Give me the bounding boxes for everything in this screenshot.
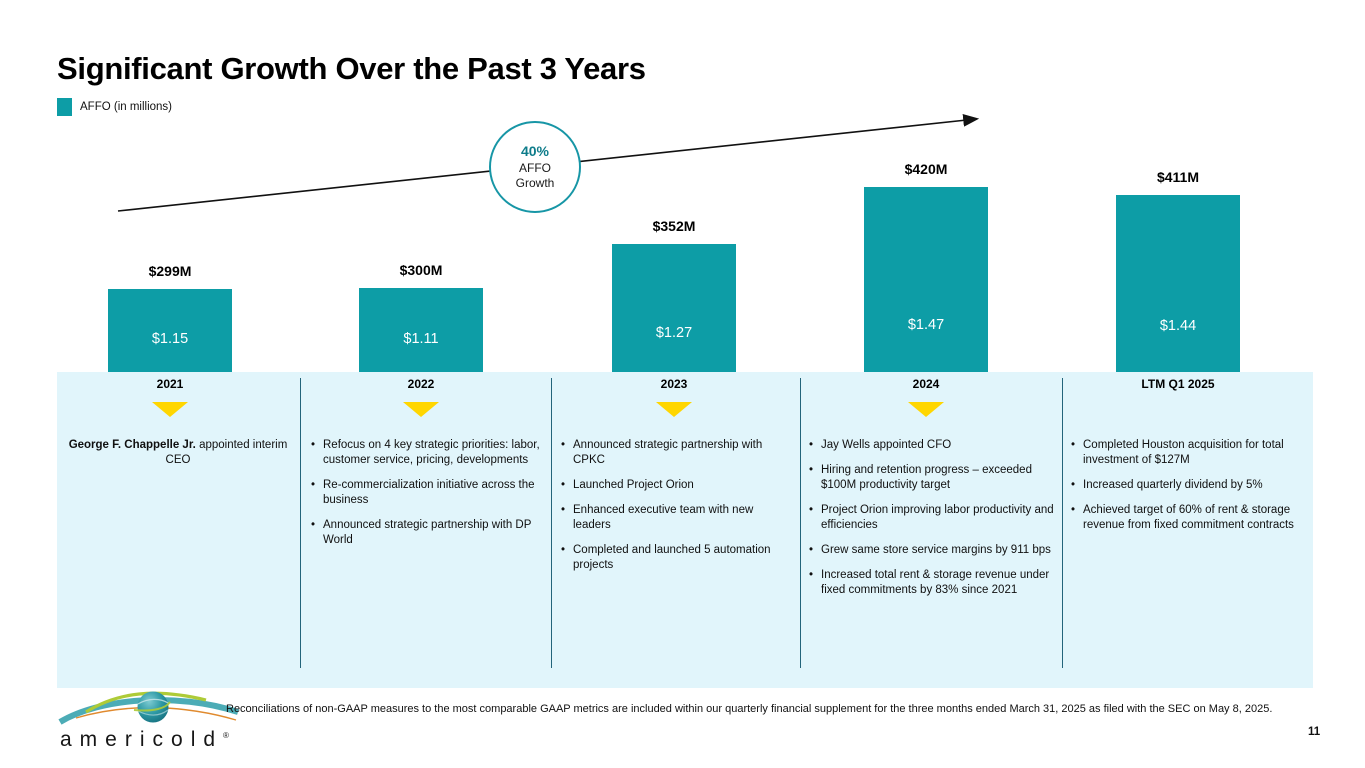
growth-badge: 40% AFFO Growth [489, 121, 581, 213]
growth-badge-line1: AFFO [519, 160, 551, 175]
bullet-item: Announced strategic partnership with DP … [309, 518, 543, 548]
bullet-item: Announced strategic partnership with CPK… [559, 438, 793, 468]
bar-per-share-label: $1.27 [655, 325, 693, 341]
bar-value-label: $300M [399, 262, 443, 278]
bullet-item: Increased quarterly dividend by 5% [1069, 478, 1309, 493]
bar-2022 [359, 288, 483, 372]
bullet-item: Hiring and retention progress – exceeded… [807, 463, 1059, 493]
column-divider [551, 378, 552, 668]
growth-badge-line2: Growth [515, 175, 555, 190]
column-divider [800, 378, 801, 668]
bar-2024 [864, 187, 988, 372]
milestone-marker-icon [908, 402, 944, 417]
bar-per-share-label: $1.11 [403, 331, 439, 347]
year-label-2021: 2021 [156, 377, 184, 391]
bullet-item: Achieved target of 60% of rent & storage… [1069, 503, 1309, 533]
bar-value-label: $352M [652, 218, 696, 234]
column-divider [1062, 378, 1063, 668]
column-notes-2023: Announced strategic partnership with CPK… [559, 438, 793, 583]
column-notes-LTM-Q1-2025: Completed Houston acquisition for total … [1069, 438, 1309, 543]
column-divider [300, 378, 301, 668]
bullet-item: Refocus on 4 key strategic priorities: l… [309, 438, 543, 468]
column-notes-2022: Refocus on 4 key strategic priorities: l… [309, 438, 543, 558]
column-notes-2024: Jay Wells appointed CFO Hiring and retent… [807, 438, 1059, 608]
americold-globe-icon [58, 691, 239, 725]
bullet-item: Launched Project Orion [559, 478, 793, 493]
bar-value-label: $420M [904, 161, 948, 177]
growth-badge-percent: 40% [520, 143, 550, 160]
bar-2023 [612, 244, 736, 372]
bar-2021 [108, 289, 232, 372]
milestone-marker-icon [152, 402, 188, 417]
bullet-item: Completed Houston acquisition for total … [1069, 438, 1309, 468]
americold-logo: americold® [58, 688, 240, 758]
bullet-item: Re-commercialization initiative across t… [309, 478, 543, 508]
footnote-disclaimer: Reconciliations of non-GAAP measures to … [226, 703, 1273, 715]
year-label-2023: 2023 [660, 377, 688, 391]
ceo-appointment-note: George F. Chappelle Jr. appointed interi… [68, 439, 288, 466]
legend-label: AFFO (in millions) [80, 101, 173, 113]
bar-per-share-label: $1.44 [1159, 318, 1197, 334]
legend-color-swatch [57, 98, 72, 116]
bar-value-label: $411M [1156, 169, 1200, 185]
bar-value-label: $299M [148, 263, 192, 279]
year-label-LTM-Q1-2025: LTM Q1 2025 [1141, 377, 1215, 391]
year-label-2022: 2022 [407, 377, 435, 391]
bullet-item: Project Orion improving labor productivi… [807, 503, 1059, 533]
column-notes-2021: George F. Chappelle Jr. appointed interi… [60, 438, 296, 468]
bar-per-share-label: $1.47 [907, 317, 945, 333]
page-number: 11 [1308, 726, 1321, 738]
americold-wordmark: americold® [60, 728, 229, 751]
bullet-item: Jay Wells appointed CFO [807, 438, 1059, 453]
bullet-item: Increased total rent & storage revenue u… [807, 568, 1059, 598]
bar-per-share-label: $1.15 [151, 331, 189, 347]
milestone-marker-icon [403, 402, 439, 417]
registered-mark: ® [223, 731, 229, 740]
year-label-2024: 2024 [912, 377, 940, 391]
slide-title: Significant Growth Over the Past 3 Years [57, 50, 646, 86]
chart-legend: AFFO (in millions) [57, 98, 172, 116]
bullet-item: Grew same store service margins by 911 b… [807, 543, 1059, 558]
bullet-item: Completed and launched 5 automation proj… [559, 543, 793, 573]
bar-LTM Q1 2025 [1116, 195, 1240, 372]
milestone-marker-icon [656, 402, 692, 417]
bullet-item: Enhanced executive team with new leaders [559, 503, 793, 533]
